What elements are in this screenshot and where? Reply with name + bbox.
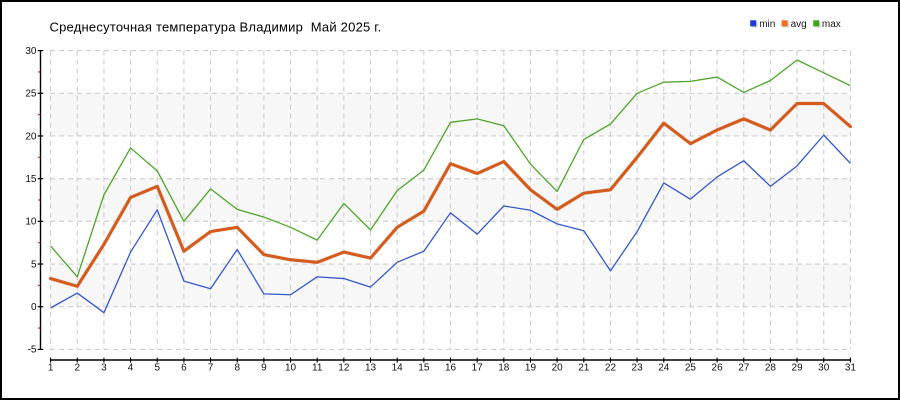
svg-text:11: 11 — [312, 362, 323, 373]
svg-text:21: 21 — [578, 362, 590, 373]
svg-text:3: 3 — [101, 362, 107, 373]
svg-text:15: 15 — [418, 362, 430, 373]
svg-text:-5: -5 — [28, 345, 37, 356]
svg-text:29: 29 — [792, 362, 804, 373]
svg-text:15: 15 — [25, 174, 37, 185]
svg-text:Среднесуточная температура Вла: Среднесуточная температура Владимир Май … — [50, 20, 382, 35]
svg-text:6: 6 — [181, 362, 187, 373]
svg-text:23: 23 — [632, 362, 644, 373]
svg-text:20: 20 — [552, 362, 564, 373]
svg-text:30: 30 — [25, 46, 37, 57]
svg-text:min: min — [759, 19, 775, 30]
svg-text:7: 7 — [208, 362, 214, 373]
svg-text:0: 0 — [31, 302, 37, 313]
svg-text:14: 14 — [392, 362, 404, 373]
svg-text:30: 30 — [818, 362, 830, 373]
svg-text:25: 25 — [25, 89, 37, 100]
svg-text:10: 10 — [285, 362, 297, 373]
svg-text:2: 2 — [74, 362, 80, 373]
svg-text:16: 16 — [445, 362, 457, 373]
svg-text:avg: avg — [791, 19, 807, 30]
svg-text:4: 4 — [128, 362, 134, 373]
svg-text:20: 20 — [25, 131, 37, 142]
svg-text:12: 12 — [338, 362, 350, 373]
svg-text:5: 5 — [31, 259, 37, 270]
svg-text:26: 26 — [712, 362, 724, 373]
svg-text:31: 31 — [845, 362, 857, 373]
svg-text:17: 17 — [472, 362, 484, 373]
svg-text:27: 27 — [738, 362, 750, 373]
svg-text:max: max — [822, 19, 841, 30]
svg-text:18: 18 — [498, 362, 510, 373]
svg-text:5: 5 — [154, 362, 160, 373]
svg-text:19: 19 — [525, 362, 537, 373]
svg-text:24: 24 — [658, 362, 670, 373]
svg-text:1: 1 — [48, 362, 54, 373]
svg-text:10: 10 — [25, 217, 37, 228]
svg-text:8: 8 — [234, 362, 240, 373]
svg-text:13: 13 — [365, 362, 377, 373]
svg-text:25: 25 — [685, 362, 697, 373]
svg-text:9: 9 — [261, 362, 267, 373]
svg-text:22: 22 — [605, 362, 617, 373]
svg-text:28: 28 — [765, 362, 777, 373]
